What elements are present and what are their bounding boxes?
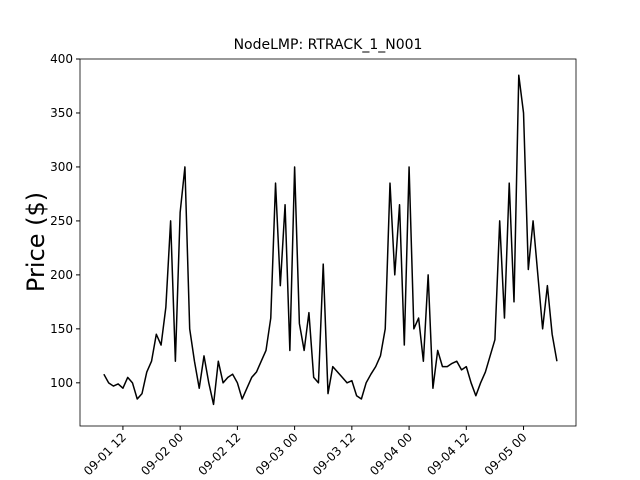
y-tick-label: 100 <box>50 376 73 390</box>
y-tick-label: 350 <box>50 106 73 120</box>
chart-title: NodeLMP: RTRACK_1_N001 <box>234 37 423 53</box>
price-line <box>103 74 558 406</box>
y-tick-label: 400 <box>50 52 73 66</box>
y-axis-label: Price ($) <box>22 192 50 292</box>
plot-frame <box>79 58 577 427</box>
y-tick-label: 250 <box>50 214 73 228</box>
y-tick-label: 150 <box>50 322 73 336</box>
y-tick-label: 300 <box>50 160 73 174</box>
y-tick-label: 200 <box>50 268 73 282</box>
